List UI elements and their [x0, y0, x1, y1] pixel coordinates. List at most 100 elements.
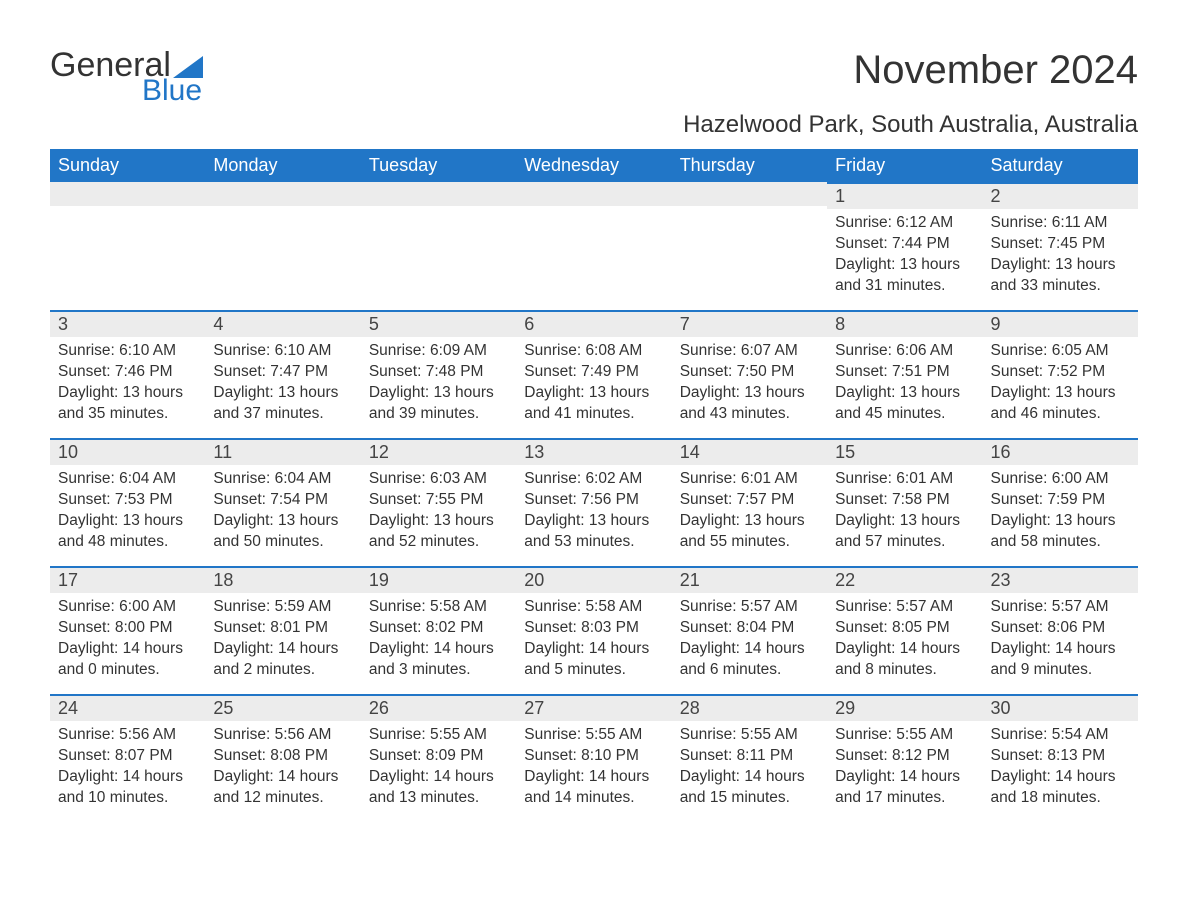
daylight-line: Daylight: 13 hours and 31 minutes. — [835, 255, 974, 297]
calendar-body: 1Sunrise: 6:12 AMSunset: 7:44 PMDaylight… — [50, 182, 1138, 822]
daylight-label: Daylight: — [991, 512, 1056, 529]
sunrise-line: Sunrise: 5:55 AM — [369, 725, 508, 746]
sunset-line: Sunset: 8:11 PM — [680, 746, 819, 767]
daylight-line: Daylight: 13 hours and 48 minutes. — [58, 511, 197, 553]
day-number: 9 — [983, 310, 1138, 337]
daylight-line: Daylight: 14 hours and 9 minutes. — [991, 639, 1130, 681]
sunset-line: Sunset: 7:44 PM — [835, 234, 974, 255]
sunrise-value: 6:12 AM — [896, 214, 953, 231]
sunset-label: Sunset: — [680, 491, 737, 508]
daylight-line: Daylight: 13 hours and 35 minutes. — [58, 383, 197, 425]
calendar-cell: 12Sunrise: 6:03 AMSunset: 7:55 PMDayligh… — [361, 438, 516, 566]
calendar-cell: 6Sunrise: 6:08 AMSunset: 7:49 PMDaylight… — [516, 310, 671, 438]
sunrise-line: Sunrise: 6:00 AM — [991, 469, 1130, 490]
sunset-value: 8:02 PM — [426, 619, 484, 636]
sunset-value: 7:49 PM — [581, 363, 639, 380]
sunset-value: 8:05 PM — [892, 619, 950, 636]
sunset-label: Sunset: — [524, 491, 581, 508]
sunset-label: Sunset: — [213, 747, 270, 764]
day-details: Sunrise: 6:10 AMSunset: 7:46 PMDaylight:… — [50, 337, 205, 433]
calendar-cell: 26Sunrise: 5:55 AMSunset: 8:09 PMDayligh… — [361, 694, 516, 822]
sunset-value: 8:09 PM — [426, 747, 484, 764]
sunset-line: Sunset: 7:53 PM — [58, 490, 197, 511]
daylight-line: Daylight: 14 hours and 18 minutes. — [991, 767, 1130, 809]
sunset-line: Sunset: 7:45 PM — [991, 234, 1130, 255]
sunset-value: 7:54 PM — [270, 491, 328, 508]
weekday-header: Thursday — [672, 149, 827, 182]
day-number: 12 — [361, 438, 516, 465]
sunset-value: 7:45 PM — [1047, 235, 1105, 252]
sunset-line: Sunset: 8:05 PM — [835, 618, 974, 639]
daylight-label: Daylight: — [58, 640, 123, 657]
sunset-label: Sunset: — [835, 491, 892, 508]
day-details: Sunrise: 6:04 AMSunset: 7:54 PMDaylight:… — [205, 465, 360, 561]
sunrise-line: Sunrise: 6:10 AM — [213, 341, 352, 362]
day-details: Sunrise: 5:57 AMSunset: 8:04 PMDaylight:… — [672, 593, 827, 689]
sunrise-label: Sunrise: — [524, 342, 585, 359]
sunrise-value: 6:02 AM — [585, 470, 642, 487]
sunrise-value: 6:03 AM — [430, 470, 487, 487]
sunrise-value: 5:56 AM — [119, 726, 176, 743]
sunrise-line: Sunrise: 6:04 AM — [213, 469, 352, 490]
daylight-label: Daylight: — [680, 512, 745, 529]
sunrise-line: Sunrise: 5:57 AM — [835, 597, 974, 618]
sunrise-label: Sunrise: — [680, 342, 741, 359]
daylight-line: Daylight: 14 hours and 10 minutes. — [58, 767, 197, 809]
sunrise-value: 5:55 AM — [741, 726, 798, 743]
sunrise-line: Sunrise: 5:58 AM — [524, 597, 663, 618]
daylight-label: Daylight: — [524, 384, 589, 401]
sunrise-value: 6:00 AM — [119, 598, 176, 615]
daylight-line: Daylight: 13 hours and 33 minutes. — [991, 255, 1130, 297]
day-details: Sunrise: 6:07 AMSunset: 7:50 PMDaylight:… — [672, 337, 827, 433]
sunset-value: 7:48 PM — [426, 363, 484, 380]
calendar-row: 3Sunrise: 6:10 AMSunset: 7:46 PMDaylight… — [50, 310, 1138, 438]
sunset-label: Sunset: — [58, 747, 115, 764]
day-number: 21 — [672, 566, 827, 593]
day-number: 15 — [827, 438, 982, 465]
daylight-label: Daylight: — [680, 640, 745, 657]
daylight-label: Daylight: — [835, 640, 900, 657]
daylight-label: Daylight: — [835, 768, 900, 785]
day-details: Sunrise: 5:55 AMSunset: 8:10 PMDaylight:… — [516, 721, 671, 817]
daylight-label: Daylight: — [835, 256, 900, 273]
calendar-page: General Blue November 2024 Hazelwood Par… — [0, 0, 1188, 862]
sunrise-label: Sunrise: — [680, 726, 741, 743]
calendar-row: 1Sunrise: 6:12 AMSunset: 7:44 PMDaylight… — [50, 182, 1138, 310]
calendar-cell — [205, 182, 360, 310]
sunrise-value: 5:57 AM — [896, 598, 953, 615]
calendar-table: Sunday Monday Tuesday Wednesday Thursday… — [50, 149, 1138, 822]
sunset-value: 7:56 PM — [581, 491, 639, 508]
sunset-line: Sunset: 8:03 PM — [524, 618, 663, 639]
sunrise-value: 5:57 AM — [1052, 598, 1109, 615]
sunrise-value: 5:54 AM — [1052, 726, 1109, 743]
sunrise-line: Sunrise: 5:56 AM — [58, 725, 197, 746]
daylight-label: Daylight: — [369, 768, 434, 785]
sunrise-value: 5:55 AM — [430, 726, 487, 743]
sunset-value: 8:07 PM — [115, 747, 173, 764]
day-details: Sunrise: 5:55 AMSunset: 8:09 PMDaylight:… — [361, 721, 516, 817]
day-number: 22 — [827, 566, 982, 593]
sunrise-value: 6:10 AM — [275, 342, 332, 359]
sunset-value: 7:55 PM — [426, 491, 484, 508]
calendar-cell: 14Sunrise: 6:01 AMSunset: 7:57 PMDayligh… — [672, 438, 827, 566]
sunset-label: Sunset: — [213, 619, 270, 636]
daylight-line: Daylight: 14 hours and 15 minutes. — [680, 767, 819, 809]
daylight-line: Daylight: 14 hours and 8 minutes. — [835, 639, 974, 681]
sunrise-label: Sunrise: — [213, 470, 274, 487]
sunrise-label: Sunrise: — [991, 598, 1052, 615]
sunset-label: Sunset: — [835, 747, 892, 764]
empty-day-head — [672, 182, 827, 206]
calendar-cell — [361, 182, 516, 310]
sunrise-line: Sunrise: 6:06 AM — [835, 341, 974, 362]
sunrise-label: Sunrise: — [369, 470, 430, 487]
sunrise-line: Sunrise: 6:12 AM — [835, 213, 974, 234]
sunrise-value: 5:55 AM — [896, 726, 953, 743]
calendar-cell: 24Sunrise: 5:56 AMSunset: 8:07 PMDayligh… — [50, 694, 205, 822]
empty-day-head — [50, 182, 205, 206]
day-details: Sunrise: 6:05 AMSunset: 7:52 PMDaylight:… — [983, 337, 1138, 433]
sunset-label: Sunset: — [835, 363, 892, 380]
daylight-label: Daylight: — [213, 512, 278, 529]
sunset-value: 7:58 PM — [892, 491, 950, 508]
day-details: Sunrise: 5:57 AMSunset: 8:05 PMDaylight:… — [827, 593, 982, 689]
sunset-value: 8:01 PM — [270, 619, 328, 636]
